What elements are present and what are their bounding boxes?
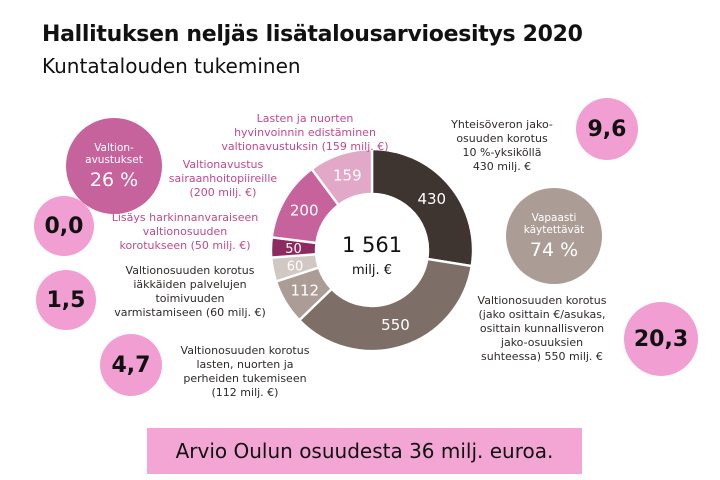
donut-slice-label-50: 50 <box>285 242 302 257</box>
oulu-bubble-lapset: 4,7 <box>100 334 162 396</box>
donut-slice-label-112: 112 <box>290 282 319 300</box>
vapaasti-label-1: Vapaasti <box>531 211 577 224</box>
vapaasti-label-2: käytettävät <box>523 223 585 236</box>
vapaasti-share-circle: Vapaasti käytettävät 74 % <box>506 188 602 284</box>
valtionavustukset-value: 26 % <box>89 168 139 191</box>
valtionavustukset-label-2: avustukset <box>85 153 143 166</box>
chart-subtitle: Kuntatalouden tukeminen <box>42 54 301 78</box>
oulu-bubble-iakkaat: 1,5 <box>36 270 96 330</box>
donut-slice-label-159: 159 <box>333 166 362 184</box>
annotation-valtionosuus-550: Valtionosuuden korotus (jako osittain €/a… <box>477 294 607 363</box>
annotation-lasten-nuorten: Lasten ja nuorten hyvinvoinnin edistämine… <box>221 112 389 153</box>
donut-slice-label-60: 60 <box>287 259 304 274</box>
donut-slice-550 <box>297 257 474 353</box>
donut-center-unit: milj. € <box>352 263 392 278</box>
annotation-lapset-perheet: Valtionosuuden korotus lasten, nuorten ja… <box>180 344 310 399</box>
chart-title: Hallituksen neljäs lisätalousarvioesitys… <box>42 22 583 47</box>
valtionavustukset-share-circle: Valtion- avustukset 26 % <box>66 118 162 214</box>
oulu-bubble-yhteisovero: 9,6 <box>576 98 638 160</box>
oulu-share-footer: Arvio Oulun osuudesta 36 milj. euroa. <box>147 428 582 474</box>
donut-slice-label-430: 430 <box>417 190 446 208</box>
vapaasti-value: 74 % <box>529 238 579 261</box>
donut-center-total: 1 561 <box>342 233 402 257</box>
annotation-harkinnanvarainen: Lisäys harkinnanvaraiseen valtionosuuden k… <box>111 211 259 252</box>
annotation-yhteisovero: Yhteisöveron jako-osuuden korotus 10 %-yk… <box>451 118 553 173</box>
donut-slice-159 <box>310 147 374 207</box>
donut-slice-label-550: 550 <box>381 316 410 334</box>
valtionavustukset-label-1: Valtion- <box>94 141 134 154</box>
donut-slice-label-200: 200 <box>290 201 319 219</box>
annotation-sairaanhoitopiirit: Valtionavustus sairaanhoitopiireille (200 … <box>168 158 278 199</box>
donut-slice-430 <box>370 147 475 268</box>
oulu-bubble-valtionosuus: 20,3 <box>624 302 698 376</box>
annotation-iakkaat: Valtionosuuden korotus iäkkäiden palveluj… <box>114 264 266 319</box>
oulu-bubble-harkinnanvarainen: 0,0 <box>34 196 94 256</box>
